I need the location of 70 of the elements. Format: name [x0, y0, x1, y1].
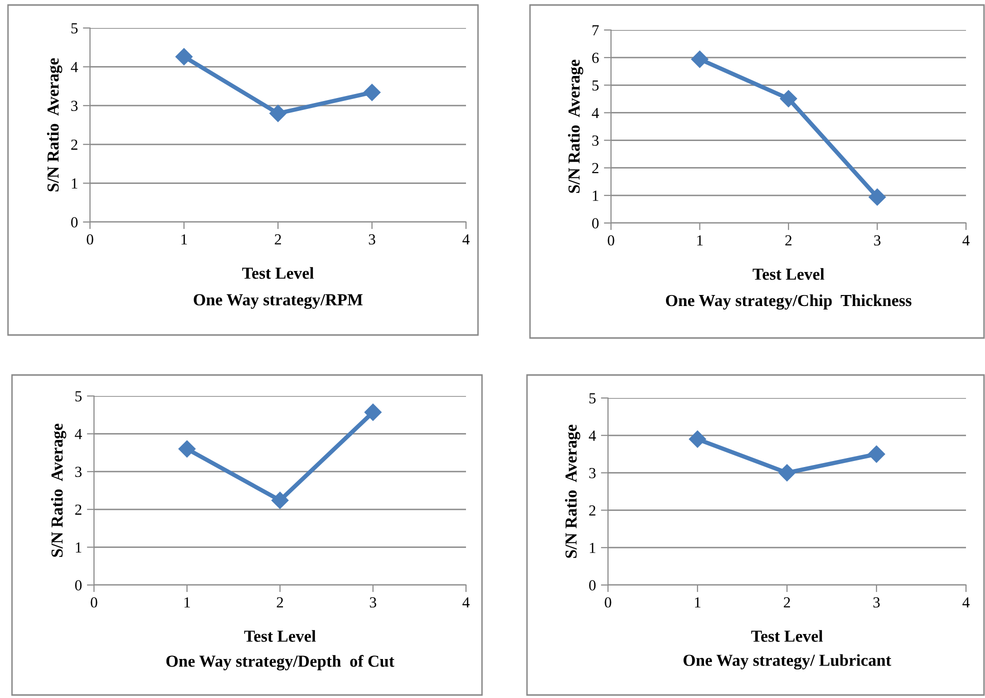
- y-axis-title: S/N Ratio Average: [50, 424, 66, 557]
- y-tick-label: 2: [592, 163, 598, 174]
- y-tick-label: 0: [592, 218, 599, 228]
- x-tick-label: 4: [462, 597, 470, 608]
- x-tick-label: 2: [274, 234, 281, 244]
- point: [363, 84, 381, 101]
- x-tick-label: 0: [90, 597, 98, 608]
- y-tick-label: 1: [590, 542, 596, 553]
- y-tick-label: 6: [592, 52, 599, 64]
- point: [178, 440, 196, 458]
- y-axis-title: S/N Ratio Average: [568, 60, 584, 193]
- text: One Way strategy/RPM: [194, 294, 363, 309]
- text: One Way strategy/Chip Thickness: [666, 294, 912, 310]
- text: One Way strategy/Depth of Cut: [166, 654, 394, 670]
- x-tick-label: 0: [608, 235, 614, 246]
- x-tick-label: 2: [784, 597, 790, 608]
- x-tick-label: 1: [697, 235, 703, 246]
- x-tick-label: 1: [184, 597, 190, 608]
- y-tick-label: 3: [71, 100, 78, 112]
- point: [688, 430, 706, 448]
- x-axis-title: Test Level: [242, 267, 314, 279]
- point: [868, 188, 886, 206]
- point: [271, 492, 289, 509]
- x-tick-label: 3: [368, 234, 376, 245]
- y-tick-label: 7: [592, 25, 599, 36]
- y-tick-label: 4: [588, 430, 596, 441]
- y-tick-label: 4: [74, 429, 82, 440]
- y-tick-label: 3: [75, 466, 82, 478]
- y-tick-label: 5: [592, 80, 599, 91]
- point: [364, 404, 382, 421]
- x-tick-label: 3: [874, 235, 880, 246]
- y-tick-label: 5: [71, 23, 78, 34]
- x-tick-label: 4: [962, 597, 970, 608]
- point: [868, 446, 886, 463]
- text: One Way strategy/ Lubricant: [684, 654, 892, 670]
- y-tick-label: 0: [589, 580, 596, 590]
- y-tick-label: 1: [72, 178, 78, 188]
- x-tick-label: 2: [276, 597, 283, 608]
- y-tick-label: 5: [589, 393, 596, 404]
- x-tick-label: 1: [695, 597, 700, 608]
- y-tick-label: 0: [71, 217, 78, 228]
- y-tick-label: 3: [589, 468, 596, 478]
- y-axis-title: S/N Ratio Average: [564, 424, 580, 558]
- point: [780, 90, 798, 108]
- y-tick-label: 0: [75, 580, 82, 590]
- x-tick-label: 3: [370, 597, 376, 608]
- x-tick-label: 4: [962, 235, 970, 246]
- point: [269, 104, 287, 122]
- y-tick-label: 5: [75, 391, 82, 402]
- x-tick-label: 1: [182, 234, 187, 244]
- x-tick-label: 0: [86, 234, 94, 245]
- y-tick-label: 4: [592, 108, 599, 118]
- y-tick-label: 1: [592, 190, 598, 201]
- x-tick-label: 3: [873, 597, 880, 608]
- point: [691, 50, 708, 68]
- point: [778, 464, 796, 482]
- y-tick-label: 2: [75, 504, 82, 515]
- y-tick-label: 2: [71, 140, 78, 150]
- y-axis-title: S/N Ratio Average: [46, 58, 62, 192]
- y-tick-label: 1: [76, 542, 82, 552]
- point: [175, 48, 193, 66]
- x-tick-label: 2: [785, 235, 792, 246]
- y-tick-label: 4: [70, 62, 78, 72]
- x-tick-label: 4: [462, 234, 470, 244]
- x-tick-label: 0: [604, 597, 612, 608]
- x-axis-title: Test Level: [244, 630, 316, 642]
- y-tick-label: 2: [589, 505, 596, 516]
- x-axis-title: Test Level: [751, 630, 823, 642]
- y-tick-label: 3: [592, 135, 599, 146]
- x-axis-title: Test Level: [752, 268, 824, 280]
